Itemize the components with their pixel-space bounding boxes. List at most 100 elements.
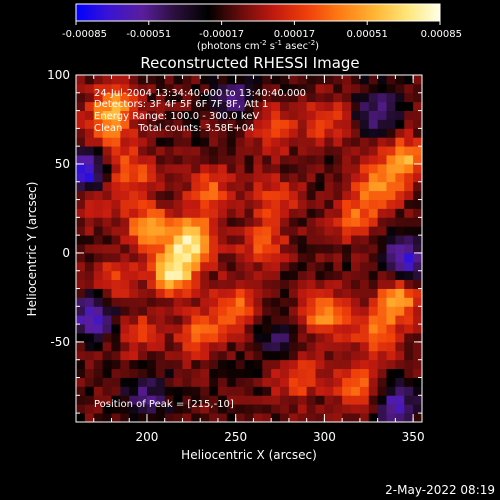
heatmap-cell: [173, 270, 183, 281]
heatmap-cell: [262, 297, 272, 307]
heatmap-cell: [288, 368, 299, 378]
heatmap-cell: [315, 297, 325, 307]
heatmap-cell: [297, 341, 308, 352]
heatmap-cell: [368, 279, 379, 289]
heatmap-cell: [271, 377, 281, 387]
heatmap-cell: [191, 252, 201, 263]
heatmap-cell: [324, 413, 334, 422]
heatmap-cell: [395, 261, 405, 272]
heatmap-cell: [120, 92, 130, 103]
heatmap-cell: [217, 119, 228, 129]
heatmap-cell: [297, 181, 308, 192]
heatmap-cell: [226, 324, 237, 334]
heatmap-cell: [102, 83, 112, 94]
heatmap-cell: [315, 172, 325, 183]
heatmap-cell: [386, 333, 396, 343]
heatmap-cell: [235, 181, 245, 192]
heatmap-cell: [404, 270, 414, 281]
heatmap-cell: [351, 297, 361, 307]
heatmap-cell: [359, 119, 370, 129]
annotation-energy-range: Energy Range: 100.0 - 300.0 keV: [94, 111, 259, 122]
heatmap-cell: [76, 359, 86, 370]
heatmap-cell: [395, 404, 405, 414]
heatmap-cell: [209, 137, 219, 147]
heatmap-cell: [84, 235, 95, 245]
heatmap-cell: [404, 172, 414, 183]
heatmap-cell: [342, 163, 352, 174]
heatmap-cell: [155, 270, 166, 281]
heatmap-cell: [306, 279, 316, 289]
heatmap-cell: [93, 306, 104, 316]
heatmap-cell: [129, 261, 139, 272]
heatmap-cell: [262, 350, 272, 361]
heatmap-cell: [288, 199, 299, 209]
heatmap-cell: [244, 297, 254, 307]
heatmap-cell: [404, 359, 414, 370]
heatmap-cell: [333, 235, 343, 245]
heatmap-cell: [235, 413, 245, 422]
heatmap-cell: [271, 155, 281, 165]
heatmap-cell: [386, 83, 396, 94]
heatmap-cell: [324, 404, 334, 414]
heatmap-cell: [386, 146, 396, 156]
heatmap-cell: [395, 137, 405, 147]
heatmap-cell: [297, 288, 308, 298]
heatmap-cell: [173, 244, 183, 254]
heatmap-cell: [413, 270, 422, 281]
heatmap-cell: [76, 75, 86, 85]
heatmap-cell: [111, 217, 121, 227]
heatmap-cell: [155, 350, 166, 361]
heatmap-cell: [138, 306, 148, 316]
heatmap-cell: [129, 306, 139, 316]
heatmap-cell: [146, 101, 157, 111]
heatmap-cell: [324, 297, 334, 307]
heatmap-cell: [351, 279, 361, 289]
heatmap-cell: [377, 208, 387, 218]
heatmap-cell: [262, 341, 272, 352]
heatmap-cell: [200, 137, 210, 147]
heatmap-cell: [288, 181, 299, 192]
heatmap-cell: [84, 341, 95, 352]
heatmap-cell: [288, 119, 299, 129]
heatmap-cell: [404, 110, 414, 120]
heatmap-cell: [297, 413, 308, 422]
heatmap-cell: [120, 163, 130, 174]
heatmap-cell: [413, 395, 422, 405]
heatmap-cell: [306, 377, 316, 387]
heatmap-cell: [217, 172, 228, 183]
heatmap-cell: [306, 306, 316, 316]
heatmap-cell: [191, 75, 201, 85]
heatmap-cell: [76, 341, 86, 352]
heatmap-cell: [368, 190, 379, 200]
heatmap-cell: [297, 377, 308, 387]
heatmap-cell: [191, 395, 201, 405]
heatmap-cell: [217, 404, 228, 414]
heatmap-cell: [386, 199, 396, 209]
heatmap-cell: [191, 244, 201, 254]
heatmap-cell: [386, 75, 396, 85]
heatmap-cell: [226, 404, 237, 414]
heatmap-cell: [200, 297, 210, 307]
heatmap-cell: [182, 217, 192, 227]
heatmap-cell: [377, 83, 387, 94]
heatmap-cell: [146, 395, 157, 405]
heatmap-cell: [120, 350, 130, 361]
heatmap-cell: [306, 128, 316, 138]
heatmap-cell: [342, 377, 352, 387]
heatmap-cell: [138, 297, 148, 307]
heatmap-cell: [155, 146, 166, 156]
heatmap-cell: [244, 83, 254, 94]
heatmap-cell: [200, 146, 210, 156]
heatmap-cell: [386, 270, 396, 281]
heatmap-cell: [262, 288, 272, 298]
heatmap-cell: [102, 413, 112, 422]
heatmap-cell: [84, 199, 95, 209]
heatmap-cell: [280, 190, 290, 200]
heatmap-cell: [315, 413, 325, 422]
heatmap-cell: [84, 92, 95, 103]
heatmap-cell: [102, 377, 112, 387]
heatmap-cell: [324, 377, 334, 387]
heatmap-cell: [413, 217, 422, 227]
heatmap-cell: [76, 155, 86, 165]
heatmap-cell: [182, 377, 192, 387]
